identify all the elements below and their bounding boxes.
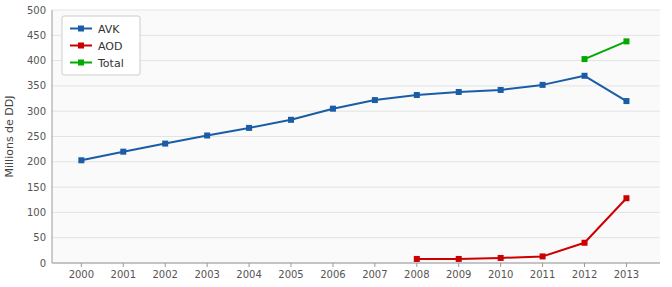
x-tick-label: 2010 bbox=[488, 269, 513, 280]
series-line bbox=[417, 198, 627, 259]
grid-line bbox=[52, 111, 660, 112]
point bbox=[582, 56, 588, 62]
y-tick-label: 250 bbox=[27, 131, 46, 142]
x-tick bbox=[542, 263, 543, 267]
legend-entry: Total bbox=[70, 57, 124, 70]
grid-line bbox=[52, 136, 660, 137]
point bbox=[78, 157, 84, 163]
grid-line bbox=[52, 35, 660, 36]
point bbox=[623, 38, 629, 44]
plot-area bbox=[78, 38, 629, 262]
grid-line bbox=[52, 212, 660, 213]
legend-entry: AOD bbox=[70, 40, 122, 53]
series bbox=[414, 195, 630, 262]
y-axis: 0 50 100 150 200 250 300 350 400 450 500 bbox=[27, 5, 660, 269]
series-line bbox=[585, 41, 627, 59]
x-tick-label: 2002 bbox=[152, 269, 177, 280]
grid-line bbox=[52, 85, 660, 86]
x-tick-label: 2006 bbox=[320, 269, 345, 280]
plot-background bbox=[52, 10, 660, 263]
x-tick bbox=[458, 263, 459, 267]
legend-marker bbox=[78, 60, 84, 66]
legend-label: Total bbox=[97, 57, 124, 70]
x-tick bbox=[626, 263, 627, 267]
x-tick bbox=[165, 263, 166, 267]
point bbox=[372, 97, 378, 103]
y-tick-label: 150 bbox=[27, 182, 46, 193]
x-tick-label: 2004 bbox=[236, 269, 261, 280]
x-tick-label: 2007 bbox=[362, 269, 387, 280]
chart: 0501001502002503003504004505002000200120… bbox=[0, 0, 672, 287]
legend-marker bbox=[78, 43, 84, 49]
y-tick-label: 100 bbox=[27, 207, 46, 218]
x-tick-label: 2008 bbox=[404, 269, 429, 280]
point bbox=[414, 256, 420, 262]
point bbox=[623, 195, 629, 201]
x-tick bbox=[500, 263, 501, 267]
x-tick bbox=[416, 263, 417, 267]
y-axis-line bbox=[52, 10, 53, 263]
point bbox=[582, 73, 588, 79]
y-tick-label: 300 bbox=[27, 106, 46, 117]
legend-marker bbox=[78, 26, 84, 32]
point bbox=[162, 141, 168, 147]
grid-line bbox=[52, 187, 660, 188]
x-tick-label: 2009 bbox=[446, 269, 471, 280]
x-tick bbox=[291, 263, 292, 267]
x-tick-label: 2013 bbox=[614, 269, 639, 280]
point bbox=[246, 125, 252, 131]
y-axis-label: Millions de DDJ bbox=[3, 95, 16, 177]
x-tick bbox=[374, 263, 375, 267]
x-tick bbox=[249, 263, 250, 267]
series bbox=[78, 73, 629, 164]
y-tick-label: 400 bbox=[27, 55, 46, 66]
point bbox=[414, 92, 420, 98]
x-tick-label: 2012 bbox=[572, 269, 597, 280]
point bbox=[456, 89, 462, 95]
x-tick bbox=[123, 263, 124, 267]
x-tick bbox=[332, 263, 333, 267]
x-axis: 2000 2001 2002 2003 2004 2005 2006 2007 2008 2009… bbox=[52, 10, 660, 280]
point bbox=[623, 98, 629, 104]
point bbox=[540, 82, 546, 88]
point bbox=[498, 87, 504, 93]
point bbox=[288, 117, 294, 123]
x-tick bbox=[207, 263, 208, 267]
x-tick bbox=[584, 263, 585, 267]
y-tick-label: 50 bbox=[33, 232, 46, 243]
x-tick-label: 2011 bbox=[530, 269, 555, 280]
y-tick-label: 450 bbox=[27, 30, 46, 41]
legend-label: AOD bbox=[98, 40, 122, 53]
series-line bbox=[81, 76, 626, 161]
x-tick-label: 2003 bbox=[194, 269, 219, 280]
y-tick-label: 500 bbox=[27, 5, 46, 16]
point bbox=[540, 253, 546, 259]
x-tick-label: 2001 bbox=[111, 269, 136, 280]
legend-box bbox=[62, 16, 140, 75]
y-tick-label: 0 bbox=[40, 258, 46, 269]
point bbox=[120, 149, 126, 155]
legend-entry: AVK bbox=[70, 23, 120, 36]
y-tick-label: 350 bbox=[27, 80, 46, 91]
grid-line bbox=[52, 60, 660, 61]
grid-line bbox=[52, 263, 660, 264]
point bbox=[582, 240, 588, 246]
point bbox=[330, 106, 336, 112]
point bbox=[498, 255, 504, 261]
x-axis-line bbox=[52, 263, 660, 264]
legend: AVK AOD Total bbox=[62, 16, 140, 75]
point bbox=[456, 256, 462, 262]
point bbox=[204, 132, 210, 138]
series bbox=[582, 38, 630, 62]
x-tick-label: 2005 bbox=[278, 269, 303, 280]
grid-line bbox=[52, 161, 660, 162]
grid-line bbox=[52, 237, 660, 238]
x-tick-label: 2000 bbox=[69, 269, 94, 280]
y-tick-label: 200 bbox=[27, 156, 46, 167]
grid-line bbox=[52, 10, 660, 11]
legend-label: AVK bbox=[98, 23, 120, 36]
x-tick bbox=[81, 263, 82, 267]
